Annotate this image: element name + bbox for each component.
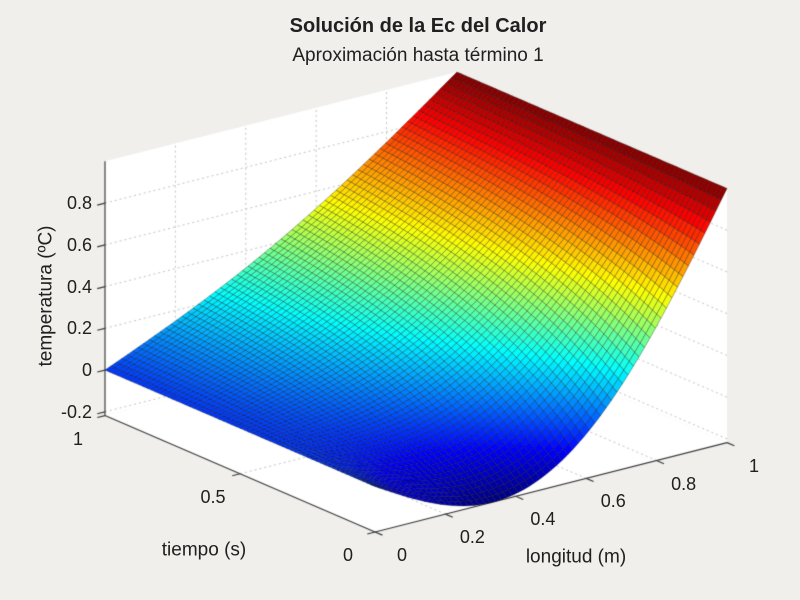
- x-tick-label: 1: [748, 455, 760, 476]
- z-tick-label: 0.8: [66, 193, 92, 214]
- z-axis-label: temperatura (ºC): [35, 225, 57, 367]
- y-tick-label: 0: [343, 545, 354, 565]
- chart-subtitle: Aproximación hasta término 1: [292, 45, 544, 66]
- x-tick-label: 0.6: [600, 491, 626, 512]
- z-tick-label: 0: [81, 360, 92, 381]
- z-tick-label: 0.4: [66, 276, 92, 297]
- x-tick-label: 0.4: [530, 509, 556, 530]
- x-tick-label: 0.8: [671, 473, 697, 494]
- z-tick-label: 0.6: [66, 234, 92, 255]
- y-tick-label: 1: [72, 428, 84, 449]
- x-tick-label: 0: [397, 545, 408, 565]
- chart-title: Solución de la Ec del Calor: [289, 15, 547, 37]
- x-tick-label: 0.2: [459, 527, 485, 548]
- x-axis-label: longitud (m): [525, 546, 627, 568]
- z-tick-label: 0.2: [66, 318, 92, 339]
- y-axis-label: tiempo (s): [161, 539, 247, 561]
- y-tick-label: 0.5: [200, 486, 226, 507]
- z-tick-label: -0.2: [60, 401, 92, 422]
